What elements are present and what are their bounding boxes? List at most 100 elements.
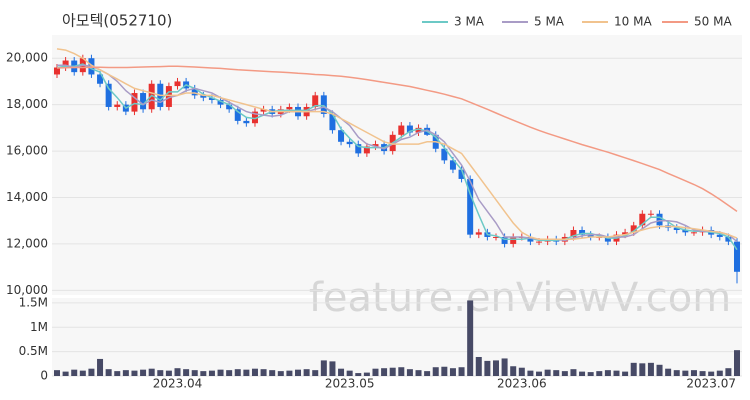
candle-body bbox=[716, 234, 723, 237]
candle-body bbox=[217, 100, 224, 105]
candle-body bbox=[114, 104, 121, 107]
legend-label: 10 MA bbox=[614, 15, 652, 29]
volume-bar bbox=[389, 367, 396, 376]
legend-label: 3 MA bbox=[454, 15, 485, 29]
candle-body bbox=[682, 230, 689, 233]
candle-body bbox=[191, 88, 198, 96]
candle-body bbox=[338, 130, 345, 142]
volume-bar bbox=[148, 368, 155, 376]
volume-bar bbox=[97, 358, 104, 376]
candle-body bbox=[449, 160, 456, 170]
volume-bar bbox=[71, 369, 78, 376]
volume-panel bbox=[52, 298, 742, 376]
volume-bar bbox=[484, 360, 491, 376]
candle-body bbox=[587, 234, 594, 237]
volume-bar bbox=[501, 358, 508, 376]
candle-body bbox=[673, 227, 680, 230]
volume-bar bbox=[338, 368, 345, 376]
candle-body bbox=[355, 144, 362, 154]
candle-body bbox=[458, 169, 465, 179]
candle-body bbox=[622, 232, 629, 235]
candle-body bbox=[54, 67, 60, 75]
candle-body bbox=[630, 225, 637, 233]
candle-body bbox=[734, 241, 740, 272]
volume-bar bbox=[406, 369, 413, 376]
legend-label: 5 MA bbox=[534, 15, 565, 29]
candle-body bbox=[647, 213, 654, 215]
candle-body bbox=[234, 109, 241, 121]
volume-bar bbox=[260, 369, 267, 376]
candle-body bbox=[260, 109, 267, 112]
candle-body bbox=[415, 127, 422, 133]
watermark: feature.enViewV.com bbox=[309, 275, 731, 321]
volume-bar bbox=[217, 369, 224, 376]
ma-line bbox=[56, 48, 738, 241]
volume-bar bbox=[708, 371, 715, 376]
candle-body bbox=[97, 74, 104, 84]
y-tick-label: 1M bbox=[30, 320, 48, 334]
candle-body bbox=[312, 95, 319, 107]
volume-bar bbox=[131, 370, 138, 376]
candle-body bbox=[140, 93, 147, 110]
volume-bar bbox=[467, 300, 474, 376]
candle-body bbox=[639, 213, 646, 226]
candle-body bbox=[501, 236, 508, 244]
volume-bar bbox=[682, 370, 689, 376]
volume-bar bbox=[492, 360, 499, 376]
volume-bar bbox=[561, 371, 568, 376]
candle-body bbox=[148, 83, 155, 110]
candle-body bbox=[527, 236, 534, 242]
candle-body bbox=[725, 236, 732, 242]
y-tick-label: 14,000 bbox=[6, 190, 48, 204]
volume-bar bbox=[441, 366, 448, 376]
y-tick-label: 16,000 bbox=[6, 144, 48, 158]
volume-bar bbox=[88, 368, 95, 376]
candle-body bbox=[579, 230, 586, 235]
candle-body bbox=[251, 111, 258, 124]
volume-bar bbox=[79, 370, 86, 376]
candle-body bbox=[174, 81, 181, 87]
candle-body bbox=[320, 95, 327, 114]
volume-bar bbox=[656, 364, 663, 376]
candle-body bbox=[492, 236, 499, 238]
volume-bar bbox=[415, 370, 422, 376]
volume-bar bbox=[725, 368, 732, 376]
candle-body bbox=[467, 178, 474, 235]
volume-bar bbox=[269, 370, 276, 376]
candle-body bbox=[604, 236, 611, 242]
volume-bar bbox=[226, 370, 233, 376]
candle-body bbox=[510, 236, 517, 244]
volume-bar bbox=[329, 361, 336, 376]
volume-bar bbox=[54, 370, 60, 376]
volume-bar bbox=[475, 356, 482, 376]
y-tick-label: 20,000 bbox=[6, 51, 48, 65]
candle-body bbox=[690, 232, 697, 234]
volume-bar bbox=[432, 367, 439, 376]
candle-body bbox=[398, 125, 405, 135]
candle-body bbox=[475, 232, 482, 235]
volume-bar bbox=[320, 360, 327, 376]
volume-bar bbox=[295, 369, 302, 376]
volume-bar bbox=[303, 369, 310, 376]
x-tick-label: 2023.06 bbox=[497, 377, 547, 391]
volume-bar bbox=[458, 367, 465, 376]
candle-body bbox=[656, 213, 663, 226]
candle-body bbox=[372, 144, 379, 147]
candle-body bbox=[286, 106, 293, 110]
volume-bar bbox=[122, 370, 129, 376]
candle-body bbox=[62, 60, 69, 68]
volume-bar bbox=[630, 362, 637, 376]
candle-body bbox=[329, 113, 336, 131]
volume-bar bbox=[62, 371, 69, 376]
y-tick-label: 0 bbox=[40, 369, 48, 383]
volume-bar bbox=[647, 362, 654, 376]
volume-bar bbox=[734, 350, 740, 376]
volume-bar bbox=[286, 370, 293, 376]
volume-bar bbox=[690, 370, 697, 376]
volume-bar bbox=[363, 372, 370, 376]
ma-line bbox=[56, 63, 738, 251]
candle-body bbox=[441, 148, 448, 161]
volume-bar bbox=[355, 373, 362, 376]
volume-bar bbox=[570, 369, 577, 376]
